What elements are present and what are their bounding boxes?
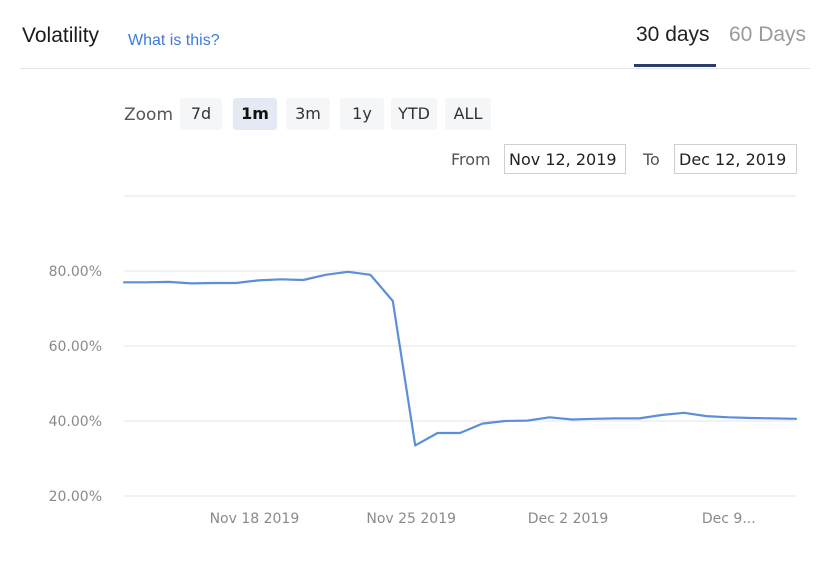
zoom-7d-button[interactable]: 7d [180,98,222,130]
zoom-label: Zoom [124,105,174,125]
help-link[interactable]: What is this? [128,32,220,49]
x-tick-label: Nov 18 2019 [210,511,300,527]
zoom-3m-button[interactable]: 3m [286,98,330,130]
x-tick-label: Nov 25 2019 [366,511,456,527]
zoom-1y-button[interactable]: 1y [340,98,384,130]
volatility-series-line [122,270,798,447]
to-label: To [643,150,660,169]
to-date-input[interactable] [674,144,797,174]
x-tick-label: Dec 2 2019 [528,511,609,527]
y-tick-label: 60.00% [49,339,102,355]
y-tick-label: 20.00% [49,489,102,505]
volatility-chart: 20.00% 40.00% 60.00% 80.00% Nov 18 2019 Nov 2… [49,195,798,527]
header: Volatility What is this? 30 days 60 Days [0,0,831,70]
y-tick-label: 40.00% [49,414,102,430]
from-date-input[interactable] [504,144,626,174]
x-tick-label: Dec 9... [702,511,756,527]
zoom-1m-button[interactable]: 1m [233,98,277,130]
active-tab-indicator [634,64,716,67]
tab-60-days[interactable]: 60 Days [729,23,807,46]
from-label: From [451,150,491,169]
tab-30-days[interactable]: 30 days [636,23,710,46]
header-divider [20,68,810,69]
y-tick-label: 80.00% [49,264,102,280]
zoom-all-button[interactable]: ALL [445,98,491,130]
page-title: Volatility [22,24,100,47]
zoom-ytd-button[interactable]: YTD [391,98,437,130]
